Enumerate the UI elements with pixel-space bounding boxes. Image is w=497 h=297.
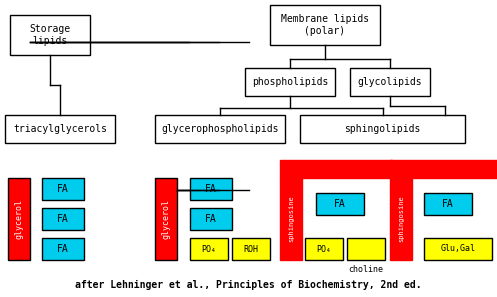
Bar [190,238,228,260]
Bar [270,5,380,45]
Bar [8,178,30,260]
Text: sphingosine: sphingosine [398,196,404,242]
Text: FA: FA [334,199,346,209]
Bar [155,178,177,260]
Text: choline: choline [348,265,384,274]
Text: glycolipids: glycolipids [358,77,422,87]
Bar [5,115,115,143]
Bar [42,238,84,260]
Text: phospholipids: phospholipids [252,77,328,87]
Bar [305,238,343,260]
Text: Membrane lipids
(polar): Membrane lipids (polar) [281,14,369,36]
Text: FA: FA [57,214,69,224]
Text: FA: FA [205,184,217,194]
Bar [300,115,465,143]
Text: sphingolipids: sphingolipids [344,124,420,134]
Text: FA: FA [57,244,69,254]
Text: ROH: ROH [244,244,258,254]
Bar [190,208,232,230]
Bar [10,15,90,55]
Bar [42,208,84,230]
Bar [390,160,497,178]
Text: glycerol: glycerol [14,199,23,239]
Text: glycerophospholipids: glycerophospholipids [161,124,279,134]
Bar [424,238,492,260]
Text: FA: FA [442,199,454,209]
Text: Glu,Gal: Glu,Gal [440,244,476,254]
Bar [42,178,84,200]
Text: FA: FA [57,184,69,194]
Text: triacylglycerols: triacylglycerols [13,124,107,134]
Bar [316,193,364,215]
Text: PO₄: PO₄ [317,244,331,254]
Bar [347,238,385,260]
Text: glycerol: glycerol [162,199,170,239]
Bar [350,68,430,96]
Text: FA: FA [205,214,217,224]
Bar [280,160,392,178]
Text: sphingosine: sphingosine [288,196,294,242]
Bar [155,115,285,143]
Text: PO₄: PO₄ [201,244,217,254]
Bar [280,178,302,260]
Bar [424,193,472,215]
Bar [245,68,335,96]
Bar [190,178,232,200]
Text: Storage
lipids: Storage lipids [29,24,71,46]
Text: after Lehninger et al., Principles of Biochemistry, 2nd ed.: after Lehninger et al., Principles of Bi… [75,280,422,290]
Bar [232,238,270,260]
Bar [390,178,412,260]
